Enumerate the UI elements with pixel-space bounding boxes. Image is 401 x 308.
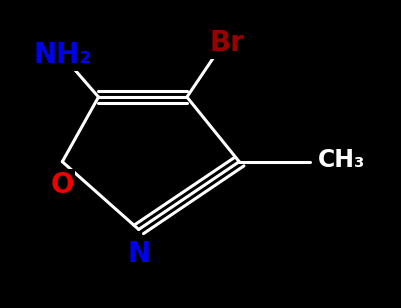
Text: CH₃: CH₃: [317, 148, 365, 172]
Text: N: N: [127, 240, 150, 268]
Text: Br: Br: [209, 29, 244, 57]
Text: O: O: [51, 171, 74, 199]
Text: NH₂: NH₂: [33, 42, 91, 69]
